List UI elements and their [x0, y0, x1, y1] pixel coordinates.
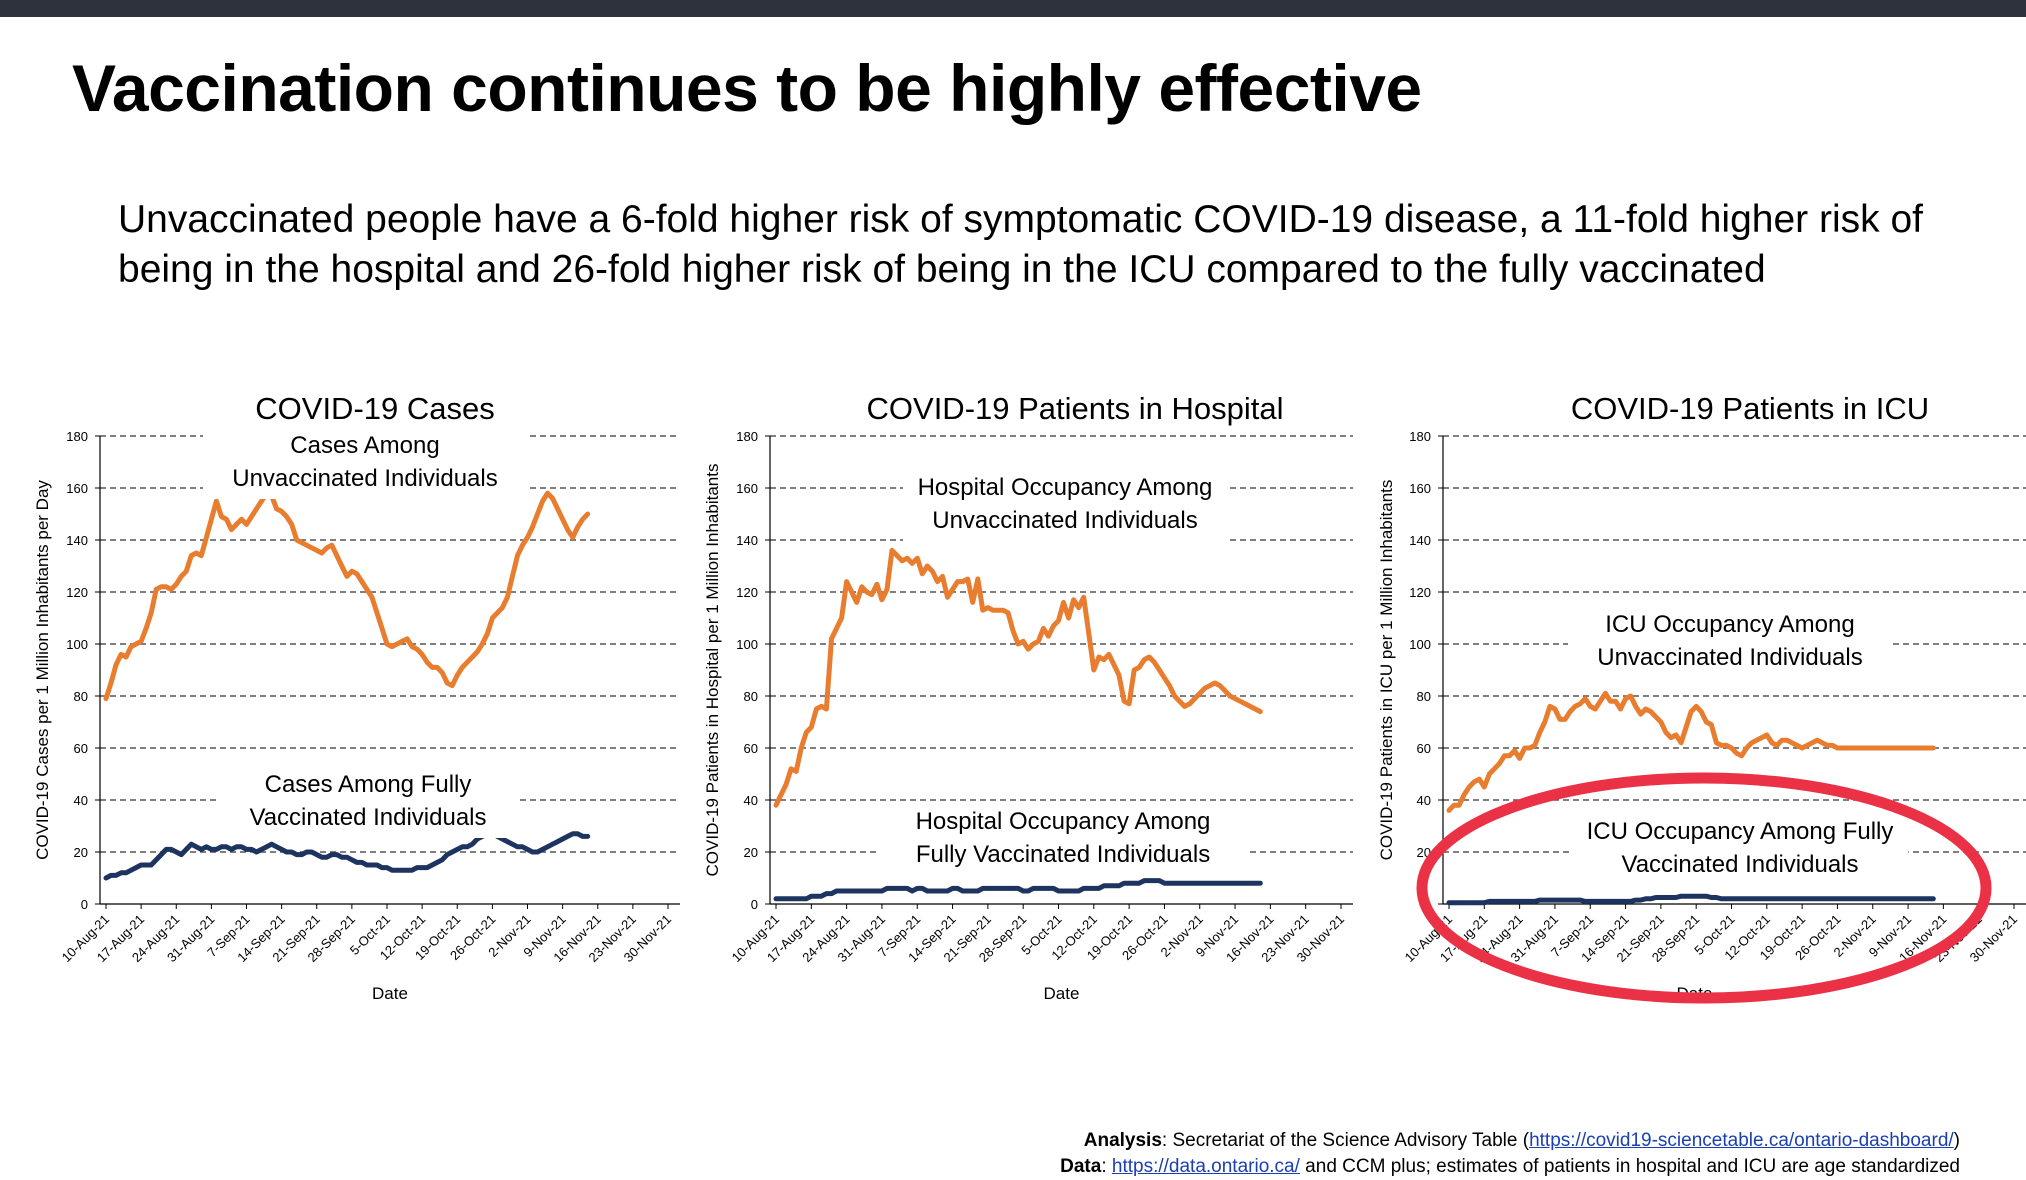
analysis-link[interactable]: https://covid19-sciencetable.ca/ontario-… — [1529, 1130, 1954, 1151]
chart-panel-3: 02040608010012014016018010-Aug-2117-Aug-… — [1377, 391, 2026, 1004]
y-axis-title: COVID-19 Cases per 1 Million Inhabitants… — [33, 480, 52, 860]
data-separator: : — [1101, 1156, 1112, 1177]
y-tick-label: 40 — [74, 793, 88, 808]
y-tick-label: 100 — [736, 637, 758, 652]
analysis-close: ) — [1953, 1130, 1960, 1151]
y-tick-label: 60 — [74, 741, 88, 756]
annotation-background — [1571, 813, 1909, 885]
chart-panel-1: 02040608010012014016018010-Aug-2117-Aug-… — [33, 391, 680, 1003]
highlight-circle — [1416, 772, 1992, 1004]
y-tick-label: 100 — [1409, 637, 1431, 652]
y-tick-label: 140 — [66, 533, 88, 548]
unvaccinated-annotation: Cases Among — [290, 432, 439, 459]
annotation-background — [218, 766, 518, 838]
analysis-line: Analysis: Secretariat of the Science Adv… — [1060, 1128, 1960, 1154]
unvaccinated-series-line — [773, 547, 1263, 808]
y-tick-label: 160 — [66, 481, 88, 496]
y-tick-label: 40 — [744, 793, 758, 808]
chart-title: COVID-19 Patients in Hospital — [867, 391, 1284, 426]
y-tick-label: 100 — [66, 637, 88, 652]
source-note: Analysis: Secretariat of the Science Adv… — [1060, 1128, 1960, 1180]
annotation-background — [876, 803, 1250, 875]
y-tick-label: 80 — [744, 689, 758, 704]
y-tick-label: 160 — [736, 481, 758, 496]
slide-subtitle: Unvaccinated people have a 6-fold higher… — [118, 198, 1924, 291]
unvaccinated-annotation: Unvaccinated Individuals — [932, 507, 1198, 534]
slide-title: Vaccination continues to be highly effec… — [72, 51, 1422, 125]
x-axis-title: Date — [372, 984, 408, 1003]
y-tick-label: 120 — [1409, 585, 1431, 600]
y-tick-label: 160 — [1409, 481, 1431, 496]
y-axis-title: COVID-19 Patients in ICU per 1 Million I… — [1377, 480, 1396, 861]
y-tick-label: 60 — [744, 741, 758, 756]
y-tick-label: 20 — [744, 845, 758, 860]
y-axis-title: COVID-19 Patients in Hospital per 1 Mill… — [703, 464, 722, 877]
vaccinated-annotation: ICU Occupancy Among Fully — [1587, 818, 1894, 845]
y-tick-label: 80 — [74, 689, 88, 704]
vaccinated-series-line — [773, 878, 1263, 902]
y-tick-label: 120 — [736, 585, 758, 600]
chart-panel-2: 02040608010012014016018010-Aug-2117-Aug-… — [703, 391, 1353, 1003]
chart-title: COVID-19 Patients in ICU — [1571, 391, 1929, 426]
data-link[interactable]: https://data.ontario.ca/ — [1111, 1156, 1300, 1177]
analysis-label: Analysis — [1083, 1130, 1162, 1151]
unvaccinated-annotation: Unvaccinated Individuals — [1597, 644, 1863, 671]
unvaccinated-annotation: Unvaccinated Individuals — [232, 465, 498, 492]
x-axis-title: Date — [1044, 984, 1080, 1003]
unvaccinated-annotation: Hospital Occupancy Among — [918, 474, 1213, 501]
unvaccinated-annotation: ICU Occupancy Among — [1605, 611, 1854, 638]
data-line: Data: https://data.ontario.ca/ and CCM p… — [1060, 1154, 1960, 1180]
data-text: and CCM plus; estimates of patients in h… — [1299, 1156, 1960, 1177]
window-top-bar — [0, 0, 2026, 17]
unvaccinated-series-line — [1446, 690, 1936, 813]
vaccinated-annotation: Vaccinated Individuals — [249, 804, 486, 831]
y-tick-label: 80 — [1417, 689, 1431, 704]
chart-title: COVID-19 Cases — [255, 391, 494, 426]
annotation-background — [1568, 606, 1892, 678]
y-tick-label: 0 — [751, 897, 758, 912]
y-tick-label: 60 — [1417, 741, 1431, 756]
vaccinated-annotation: Fully Vaccinated Individuals — [916, 841, 1210, 868]
y-tick-label: 180 — [736, 429, 758, 444]
y-tick-label: 120 — [66, 585, 88, 600]
y-tick-label: 140 — [736, 533, 758, 548]
y-tick-label: 0 — [81, 897, 88, 912]
vaccinated-annotation: Vaccinated Individuals — [1621, 851, 1858, 878]
vaccinated-annotation: Cases Among Fully — [265, 771, 472, 798]
analysis-text: : Secretariat of the Science Advisory Ta… — [1161, 1130, 1530, 1151]
y-tick-label: 140 — [1409, 533, 1431, 548]
data-label: Data — [1060, 1156, 1102, 1177]
unvaccinated-series-line — [103, 490, 591, 702]
y-tick-label: 40 — [1417, 793, 1431, 808]
vaccinated-annotation: Hospital Occupancy Among — [916, 808, 1211, 835]
y-tick-label: 20 — [74, 845, 88, 860]
annotation-background — [203, 427, 527, 499]
annotation-background — [903, 469, 1227, 541]
y-tick-label: 180 — [66, 429, 88, 444]
y-tick-label: 180 — [1409, 429, 1431, 444]
vaccinated-series-line — [1446, 893, 1936, 906]
vaccinated-series-line — [103, 831, 591, 881]
